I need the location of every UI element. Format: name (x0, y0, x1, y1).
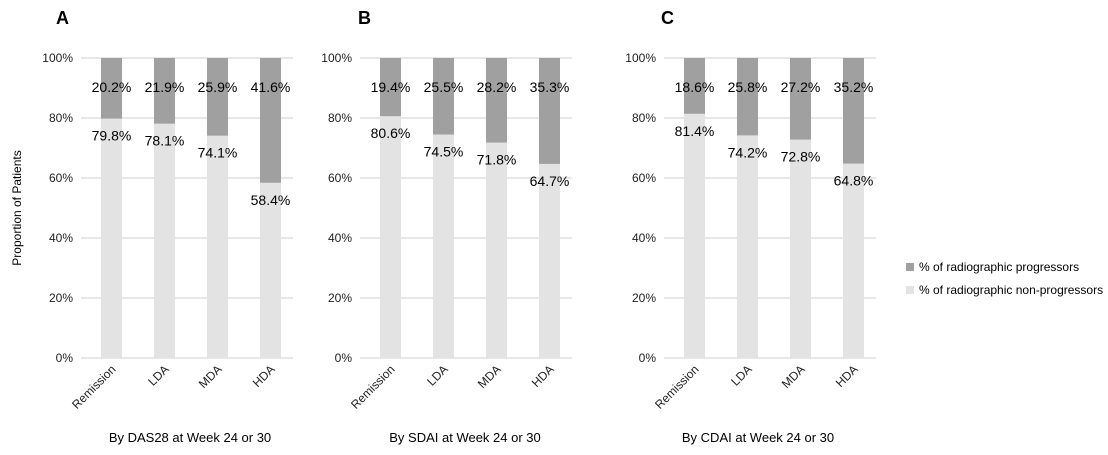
bar-segment-non-progressors (790, 139, 811, 358)
data-label-progressors: 35.2% (834, 79, 874, 95)
data-label-progressors: 28.2% (477, 79, 517, 95)
x-tick-label: LDA (145, 362, 171, 388)
y-tick-label: 0% (639, 351, 657, 365)
y-tick-label: 40% (632, 231, 656, 245)
bar-segment-progressors (154, 58, 175, 124)
legend-label: % of radiographic non-progressors (919, 283, 1103, 297)
bar-segment-non-progressors (433, 134, 454, 358)
data-label-progressors: 18.6% (675, 79, 715, 95)
bar-segment-non-progressors (207, 135, 228, 358)
y-tick-label: 100% (321, 51, 352, 65)
x-axis-title: By DAS28 at Week 24 or 30 (109, 430, 271, 445)
panel-label: C (661, 8, 674, 28)
data-label-progressors: 19.4% (371, 79, 411, 95)
data-label-non-progressors: 64.7% (530, 173, 570, 189)
bar-segment-non-progressors (260, 182, 281, 358)
data-label-progressors: 27.2% (781, 79, 821, 95)
y-tick-label: 80% (328, 111, 352, 125)
y-tick-label: 40% (328, 231, 352, 245)
data-label-progressors: 35.3% (530, 79, 570, 95)
data-label-non-progressors: 79.8% (92, 128, 132, 144)
bar-segment-non-progressors (486, 142, 507, 358)
data-label-non-progressors: 80.6% (371, 125, 411, 141)
data-label-non-progressors: 74.5% (424, 144, 464, 160)
data-label-non-progressors: 58.4% (251, 192, 291, 208)
legend-label: % of radiographic progressors (919, 260, 1079, 274)
y-tick-label: 100% (625, 51, 656, 65)
panel-label: B (358, 8, 371, 28)
bar-segment-non-progressors (843, 163, 864, 358)
bar-segment-progressors (260, 58, 281, 183)
x-tick-label: Remission (652, 362, 702, 412)
chart-panel-a: A 0% 20% 40% 60% 80% 100% 79.8% 20.2% Remission 78… (10, 8, 293, 445)
data-label-progressors: 41.6% (251, 79, 291, 95)
bar-segment-progressors (486, 58, 507, 143)
bar-segment-non-progressors (380, 116, 401, 358)
x-tick-label: MDA (779, 362, 808, 391)
y-tick-label: 40% (49, 231, 73, 245)
data-label-non-progressors: 71.8% (477, 152, 517, 168)
data-label-non-progressors: 64.8% (834, 173, 874, 189)
bar-segment-non-progressors (684, 113, 705, 358)
x-axis-title: By CDAI at Week 24 or 30 (682, 430, 834, 445)
bar-segment-non-progressors (154, 123, 175, 358)
bar-segment-progressors (737, 58, 758, 136)
chart-panel-c: C 0% 20% 40% 60% 80% 100% 81.4% 18.6% Remission 74… (625, 8, 876, 445)
bar-segment-progressors (101, 58, 122, 119)
x-tick-label: HDA (250, 362, 278, 390)
legend-swatch (906, 263, 914, 271)
bar-segment-progressors (843, 58, 864, 164)
data-label-non-progressors: 74.1% (198, 145, 238, 161)
data-label-progressors: 25.9% (198, 79, 238, 95)
y-tick-label: 60% (49, 171, 73, 185)
y-axis-title: Proportion of Patients (10, 150, 24, 265)
bar-segment-progressors (380, 58, 401, 117)
data-label-non-progressors: 81.4% (675, 123, 715, 139)
y-tick-label: 20% (328, 291, 352, 305)
bar-segment-progressors (433, 58, 454, 135)
bar-segment-non-progressors (539, 163, 560, 358)
panel-label: A (56, 8, 69, 28)
bar-segment-progressors (539, 58, 560, 164)
x-tick-label: HDA (833, 362, 861, 390)
bar-segment-non-progressors (737, 135, 758, 358)
chart-panel-b: B 0% 20% 40% 60% 80% 100% 80.6% 19.4% Remission 74… (321, 8, 572, 445)
y-tick-label: 80% (49, 111, 73, 125)
y-tick-label: 60% (632, 171, 656, 185)
data-label-progressors: 20.2% (92, 79, 132, 95)
y-tick-label: 20% (632, 291, 656, 305)
x-tick-label: LDA (424, 362, 450, 388)
data-label-progressors: 25.8% (728, 79, 768, 95)
x-tick-label: Remission (348, 362, 398, 412)
data-label-progressors: 21.9% (145, 79, 185, 95)
bar-segment-progressors (684, 58, 705, 114)
x-tick-label: MDA (196, 362, 225, 391)
x-tick-label: HDA (529, 362, 557, 390)
data-label-non-progressors: 74.2% (728, 144, 768, 160)
bar-segment-progressors (790, 58, 811, 140)
x-tick-label: MDA (475, 362, 504, 391)
data-label-non-progressors: 72.8% (781, 149, 821, 165)
legend: % of radiographic progressors % of radiog… (906, 260, 1103, 297)
data-label-non-progressors: 78.1% (145, 133, 185, 149)
y-tick-label: 100% (42, 51, 73, 65)
y-tick-label: 20% (49, 291, 73, 305)
y-tick-label: 0% (56, 351, 74, 365)
bar-segment-progressors (207, 58, 228, 136)
y-tick-label: 80% (632, 111, 656, 125)
legend-swatch (906, 286, 914, 294)
x-tick-label: Remission (69, 362, 119, 412)
y-tick-label: 60% (328, 171, 352, 185)
y-tick-label: 0% (335, 351, 353, 365)
bar-segment-non-progressors (101, 118, 122, 358)
data-label-progressors: 25.5% (424, 79, 464, 95)
x-tick-label: LDA (728, 362, 754, 388)
x-axis-title: By SDAI at Week 24 or 30 (389, 430, 541, 445)
